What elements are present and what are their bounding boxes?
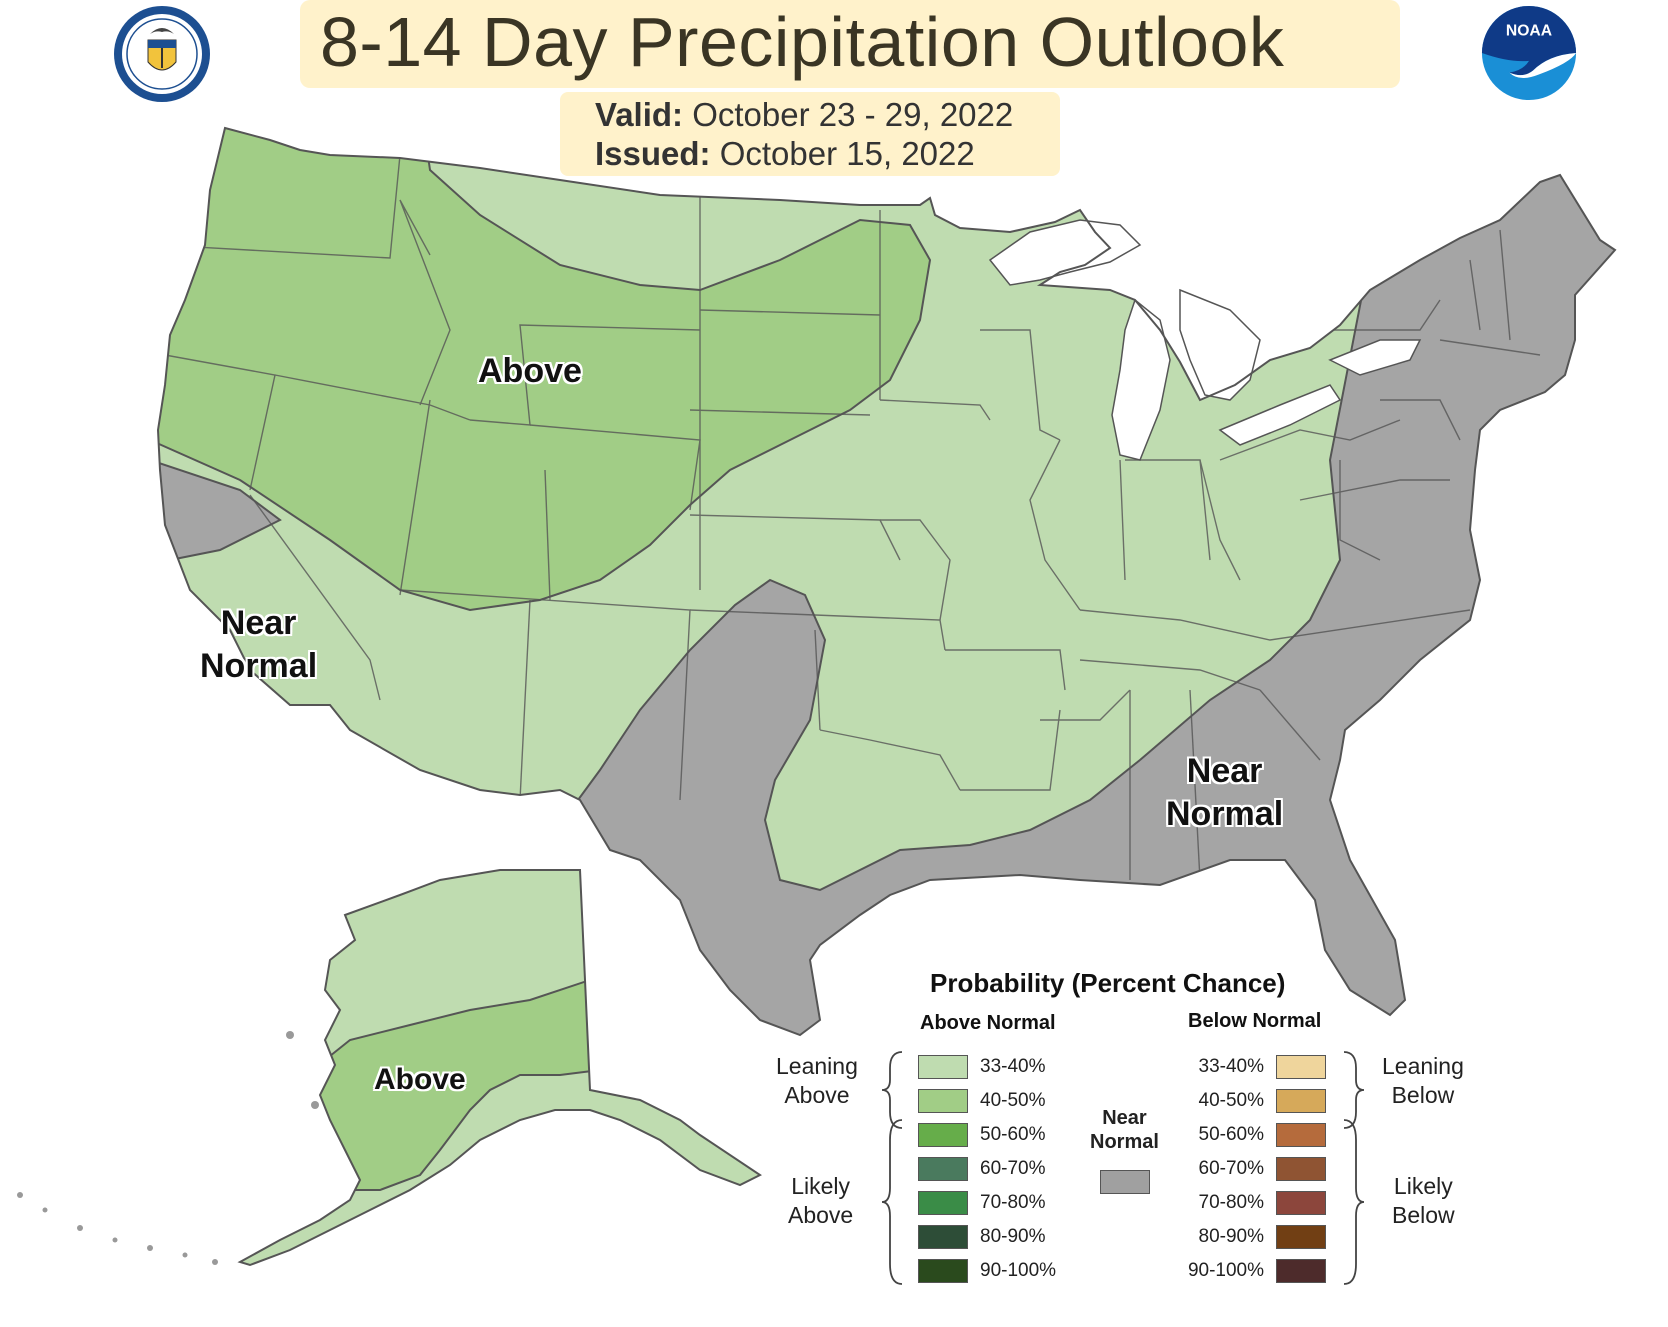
label-near-normal-west: Near Normal bbox=[200, 602, 317, 688]
above-legend-swatch bbox=[918, 1225, 968, 1249]
lake-erie bbox=[1218, 384, 1342, 446]
above-legend-label: 33-40% bbox=[980, 1056, 1046, 1077]
label-near-normal-east: Near Normal bbox=[1166, 750, 1283, 836]
likely-below-line2: Below bbox=[1392, 1202, 1455, 1228]
page-title: 8-14 Day Precipitation Outlook bbox=[320, 3, 1285, 81]
above-legend-row: 60-70% bbox=[918, 1157, 1070, 1181]
lake-huron bbox=[1179, 288, 1261, 401]
above-legend-label: 80-90% bbox=[980, 1226, 1046, 1247]
above-legend-label: 50-60% bbox=[980, 1124, 1046, 1145]
leaning-below-line1: Leaning bbox=[1382, 1053, 1464, 1079]
conus-outline bbox=[156, 126, 1617, 1037]
aleutian-islands bbox=[17, 1031, 319, 1265]
legend-leaning-above: Leaning Above bbox=[776, 1052, 858, 1110]
below-legend-swatch bbox=[1276, 1225, 1326, 1249]
legend-leaning-below: Leaning Below bbox=[1382, 1052, 1464, 1110]
below-legend-swatch bbox=[1276, 1123, 1326, 1147]
issued-label: Issued: bbox=[595, 135, 711, 172]
below-legend-row: 90-100% bbox=[1180, 1259, 1326, 1283]
likely-above-line1: Likely bbox=[791, 1173, 851, 1199]
legend-near-normal-label: Near Normal bbox=[1090, 1106, 1159, 1154]
below-legend-row: 33-40% bbox=[1180, 1055, 1326, 1079]
below-legend-swatch bbox=[1276, 1191, 1326, 1215]
likely-above-line2: Above bbox=[788, 1202, 854, 1228]
valid-label: Valid: bbox=[595, 96, 684, 133]
below-legend-label: 60-70% bbox=[1198, 1158, 1265, 1179]
valid-value: October 23 - 29, 2022 bbox=[692, 96, 1014, 133]
near-normal-east-line1: Near bbox=[1186, 752, 1263, 790]
below-legend-row: 50-60% bbox=[1180, 1123, 1326, 1147]
below-legend-row: 60-70% bbox=[1180, 1157, 1326, 1181]
issued-line: Issued: October 15, 2022 bbox=[595, 135, 975, 173]
near-normal-line2: Normal bbox=[1090, 1131, 1159, 1153]
lake-michigan bbox=[1111, 298, 1171, 461]
title-highlight bbox=[300, 0, 1400, 88]
leaning-above-line2: Above bbox=[784, 1082, 850, 1108]
above-legend-swatch bbox=[918, 1157, 968, 1181]
brace-likely-below-icon bbox=[1343, 1119, 1365, 1285]
leaning-above-line1: Leaning bbox=[776, 1053, 858, 1079]
legend-title: Probability (Percent Chance) bbox=[930, 968, 1286, 998]
brace-leaning-below-icon bbox=[1343, 1051, 1365, 1129]
below-legend-swatch bbox=[1276, 1055, 1326, 1079]
conus-above-40-50-area bbox=[158, 128, 932, 612]
near-normal-west-line1: Near bbox=[220, 604, 297, 642]
above-legend-swatch bbox=[918, 1191, 968, 1215]
above-legend-row: 80-90% bbox=[918, 1225, 1070, 1249]
above-legend-swatch bbox=[918, 1055, 968, 1079]
legend-near-normal-swatch bbox=[1100, 1170, 1150, 1194]
below-legend-swatch bbox=[1276, 1157, 1326, 1181]
issued-value: October 15, 2022 bbox=[719, 135, 975, 172]
above-legend-row: 50-60% bbox=[918, 1123, 1070, 1147]
below-legend-row: 40-50% bbox=[1180, 1089, 1326, 1113]
above-legend-label: 40-50% bbox=[980, 1090, 1046, 1111]
below-legend-swatch bbox=[1276, 1259, 1326, 1283]
lake-ontario bbox=[1328, 339, 1422, 376]
label-above-alaska: Above bbox=[374, 1063, 466, 1096]
dates-highlight bbox=[560, 92, 1060, 176]
alaska-above-40-50-area bbox=[299, 979, 601, 1191]
legend-below-header: Below Normal bbox=[1188, 1010, 1322, 1032]
below-legend-label: 90-100% bbox=[1187, 1260, 1264, 1281]
below-legend-row: 70-80% bbox=[1180, 1191, 1326, 1215]
below-legend-label: 70-80% bbox=[1198, 1192, 1265, 1213]
below-legend-label: 50-60% bbox=[1198, 1124, 1265, 1145]
legend-likely-below: Likely Below bbox=[1392, 1172, 1455, 1230]
state-borders bbox=[159, 154, 1541, 881]
near-normal-west-line2: Normal bbox=[200, 647, 318, 685]
legend-likely-above: Likely Above bbox=[788, 1172, 853, 1230]
above-legend-row: 70-80% bbox=[918, 1191, 1070, 1215]
above-legend-label: 60-70% bbox=[980, 1158, 1046, 1179]
label-above-conus: Above bbox=[478, 352, 582, 390]
likely-below-line1: Likely bbox=[1393, 1173, 1453, 1199]
alaska-outline bbox=[237, 869, 762, 1267]
above-legend-row: 33-40% bbox=[918, 1055, 1070, 1079]
below-legend-row: 80-90% bbox=[1180, 1225, 1326, 1249]
above-legend-swatch bbox=[918, 1089, 968, 1113]
legend-above-header: Above Normal bbox=[920, 1012, 1056, 1034]
department-of-commerce-seal-icon bbox=[114, 6, 210, 102]
noaa-logo-icon: NOAA bbox=[1481, 5, 1577, 101]
leaning-below-line2: Below bbox=[1391, 1082, 1455, 1108]
below-legend-label: 40-50% bbox=[1198, 1090, 1265, 1111]
below-legend-label: 33-40% bbox=[1198, 1056, 1265, 1077]
above-legend-swatch bbox=[918, 1259, 968, 1283]
below-legend-label: 80-90% bbox=[1198, 1226, 1265, 1247]
brace-leaning-above-icon bbox=[881, 1051, 903, 1129]
above-legend-swatch bbox=[918, 1123, 968, 1147]
great-lakes bbox=[988, 219, 1422, 461]
above-legend-label: 90-100% bbox=[980, 1260, 1057, 1281]
above-legend-row: 90-100% bbox=[918, 1259, 1070, 1283]
near-normal-line1: Near bbox=[1102, 1107, 1147, 1129]
lake-superior bbox=[988, 219, 1142, 286]
near-normal-east-line2: Normal bbox=[1166, 795, 1284, 833]
valid-line: Valid: October 23 - 29, 2022 bbox=[595, 96, 1013, 134]
brace-likely-above-icon bbox=[881, 1119, 903, 1285]
above-legend-row: 40-50% bbox=[918, 1089, 1070, 1113]
noaa-logo-text: NOAA bbox=[1506, 22, 1552, 39]
below-legend-swatch bbox=[1276, 1089, 1326, 1113]
above-legend-label: 70-80% bbox=[980, 1192, 1046, 1213]
